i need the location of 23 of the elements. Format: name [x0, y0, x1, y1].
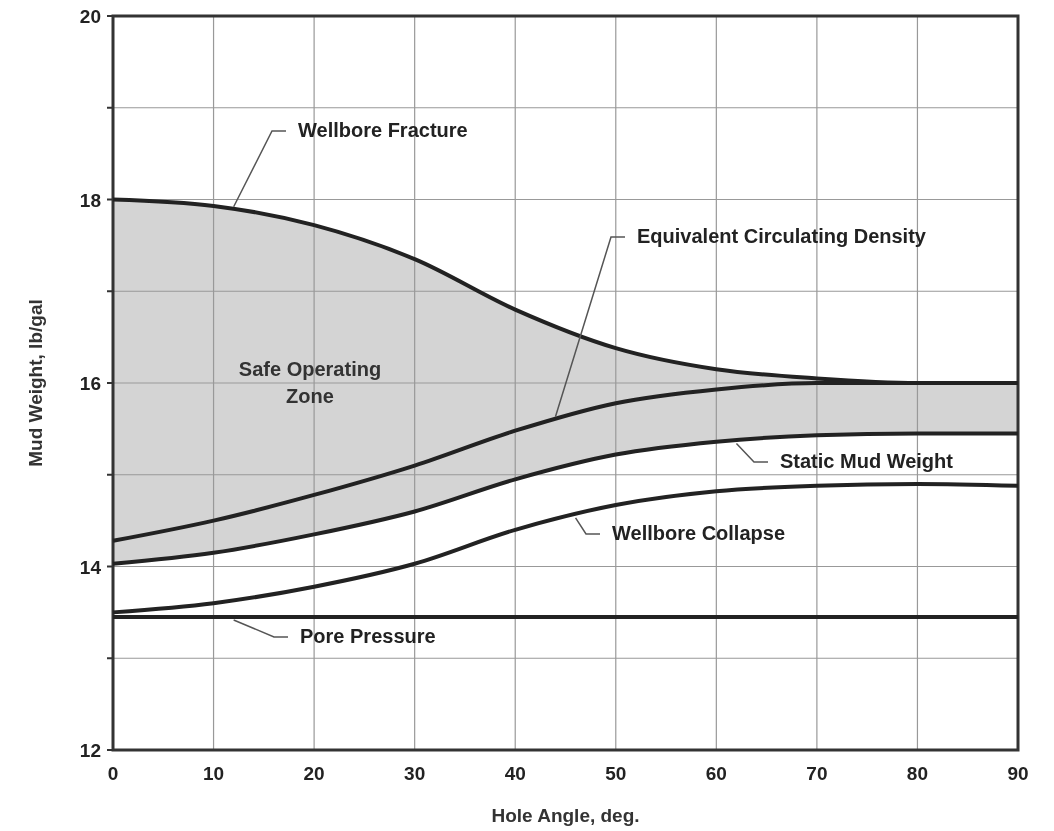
series-label: Pore Pressure [300, 625, 436, 647]
x-tick-label: 70 [806, 763, 828, 784]
x-tick-label: 0 [107, 763, 119, 784]
y-tick-label: 14 [79, 556, 102, 578]
x-tick-label: 90 [1007, 763, 1029, 784]
y-tick-label: 18 [79, 189, 101, 211]
y-tick-label: 20 [79, 6, 101, 27]
y-axis-title: Mud Weight, lb/gal [25, 299, 46, 467]
x-tick-label: 20 [303, 763, 325, 784]
x-tick-label: 80 [906, 763, 929, 784]
annotation: Safe Operating Zone [238, 358, 382, 407]
y-tick-label: 16 [79, 373, 101, 394]
y-tick-label: 12 [79, 740, 101, 761]
x-tick-label: 10 [202, 763, 225, 784]
series-label: Static Mud Weight [780, 450, 954, 472]
text: Wellbore Fracture [298, 119, 468, 141]
x-tick-label: 50 [605, 763, 627, 784]
x-tick-label: 40 [504, 763, 526, 784]
series-label: Wellbore Collapse [612, 522, 786, 544]
x-tick-label: 30 [404, 763, 426, 784]
text: Equivalent Circulating Density [637, 225, 927, 247]
x-axis-title: Hole Angle, deg. [491, 805, 640, 826]
x-tick-label: 60 [705, 763, 727, 784]
